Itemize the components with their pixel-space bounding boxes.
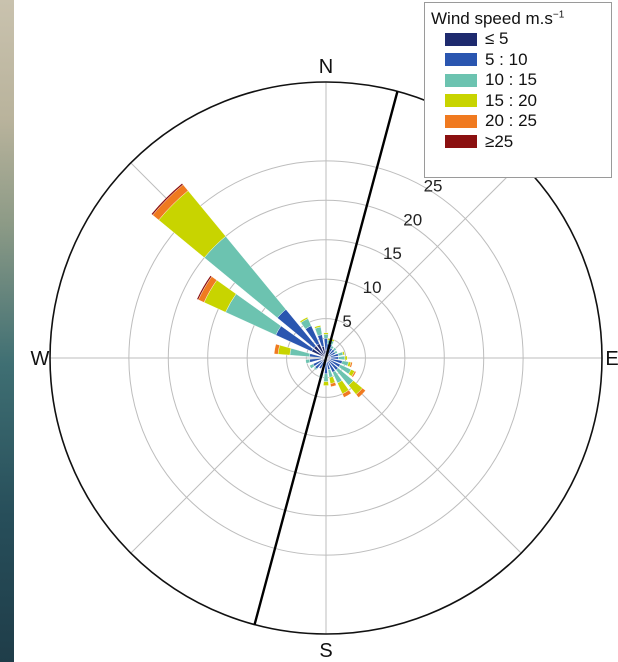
legend-swatch <box>445 73 477 87</box>
rose-bar-segment <box>299 316 309 323</box>
legend-item: ≥25 <box>445 132 611 153</box>
rose-bar-segment <box>341 351 345 356</box>
rose-bar-segment <box>314 325 322 329</box>
rose-bar-segment <box>305 359 311 364</box>
rose-bar-segment <box>313 366 318 371</box>
rose-bar-segment <box>334 350 338 355</box>
grid-ring <box>128 160 524 556</box>
grid-ring <box>207 239 445 477</box>
legend-label: 20 : 25 <box>485 111 537 131</box>
compass-label-s: S <box>319 640 332 662</box>
rose-bar-segment <box>323 332 329 335</box>
rose-bar-segment <box>323 373 329 382</box>
legend-item: 15 : 20 <box>445 91 611 112</box>
rose-bar-segment <box>151 183 184 216</box>
ring-label: 5 <box>342 312 351 331</box>
spoke-line <box>325 162 522 359</box>
compass-label-w: W <box>31 348 50 370</box>
legend-label: 15 : 20 <box>485 90 537 110</box>
legend-item: ≤ 5 <box>445 29 611 50</box>
background-photo-strip <box>0 0 14 662</box>
legend-title: Wind speed m.s−1 <box>431 9 565 28</box>
legend-item: 10 : 15 <box>445 70 611 91</box>
rose-bar-segment <box>323 334 329 339</box>
compass-label-n: N <box>319 56 333 78</box>
legend-swatch <box>445 135 477 149</box>
rose-bar-segment <box>309 363 315 369</box>
rose-bar-segment <box>196 275 213 301</box>
rose-bar-segment <box>332 347 337 352</box>
rose-bar-segment <box>273 343 280 355</box>
legend-swatch <box>445 32 477 46</box>
rose-bar-segment <box>330 345 335 350</box>
legend-swatch <box>445 114 477 128</box>
grid-ring <box>286 318 366 398</box>
spoke-line <box>130 357 327 554</box>
rose-bar-segment <box>351 370 357 378</box>
legend-label: ≤ 5 <box>485 29 509 49</box>
legend-label: 10 : 15 <box>485 70 537 90</box>
grid-ring <box>167 199 485 517</box>
legend-swatch <box>445 94 477 108</box>
ring-label: 10 <box>363 278 382 297</box>
rose-bar-segment <box>349 361 353 368</box>
rose-bar-segment <box>355 387 366 398</box>
legend-item: 20 : 25 <box>445 111 611 132</box>
rose-bar-segment <box>277 344 292 356</box>
ring-label: 20 <box>403 210 422 229</box>
rose-bar-segment <box>323 381 329 386</box>
rose-bar-segment <box>342 389 352 398</box>
legend-label: ≥25 <box>485 131 514 151</box>
grid-ring <box>246 278 406 438</box>
compass-label-e: E <box>605 348 618 370</box>
outer-ring <box>49 81 603 635</box>
legend-label: 5 : 10 <box>485 49 528 69</box>
legend-item: 5 : 10 <box>445 50 611 71</box>
rose-bar-segment <box>330 382 337 388</box>
ring-label: 15 <box>383 244 402 263</box>
legend-swatch <box>445 53 477 67</box>
polar-grid <box>49 81 603 635</box>
highlight-axis-line <box>253 91 399 625</box>
rose-bar-segment <box>338 355 346 361</box>
rose-bar-segment <box>344 355 348 361</box>
ring-label: 25 <box>424 177 443 196</box>
